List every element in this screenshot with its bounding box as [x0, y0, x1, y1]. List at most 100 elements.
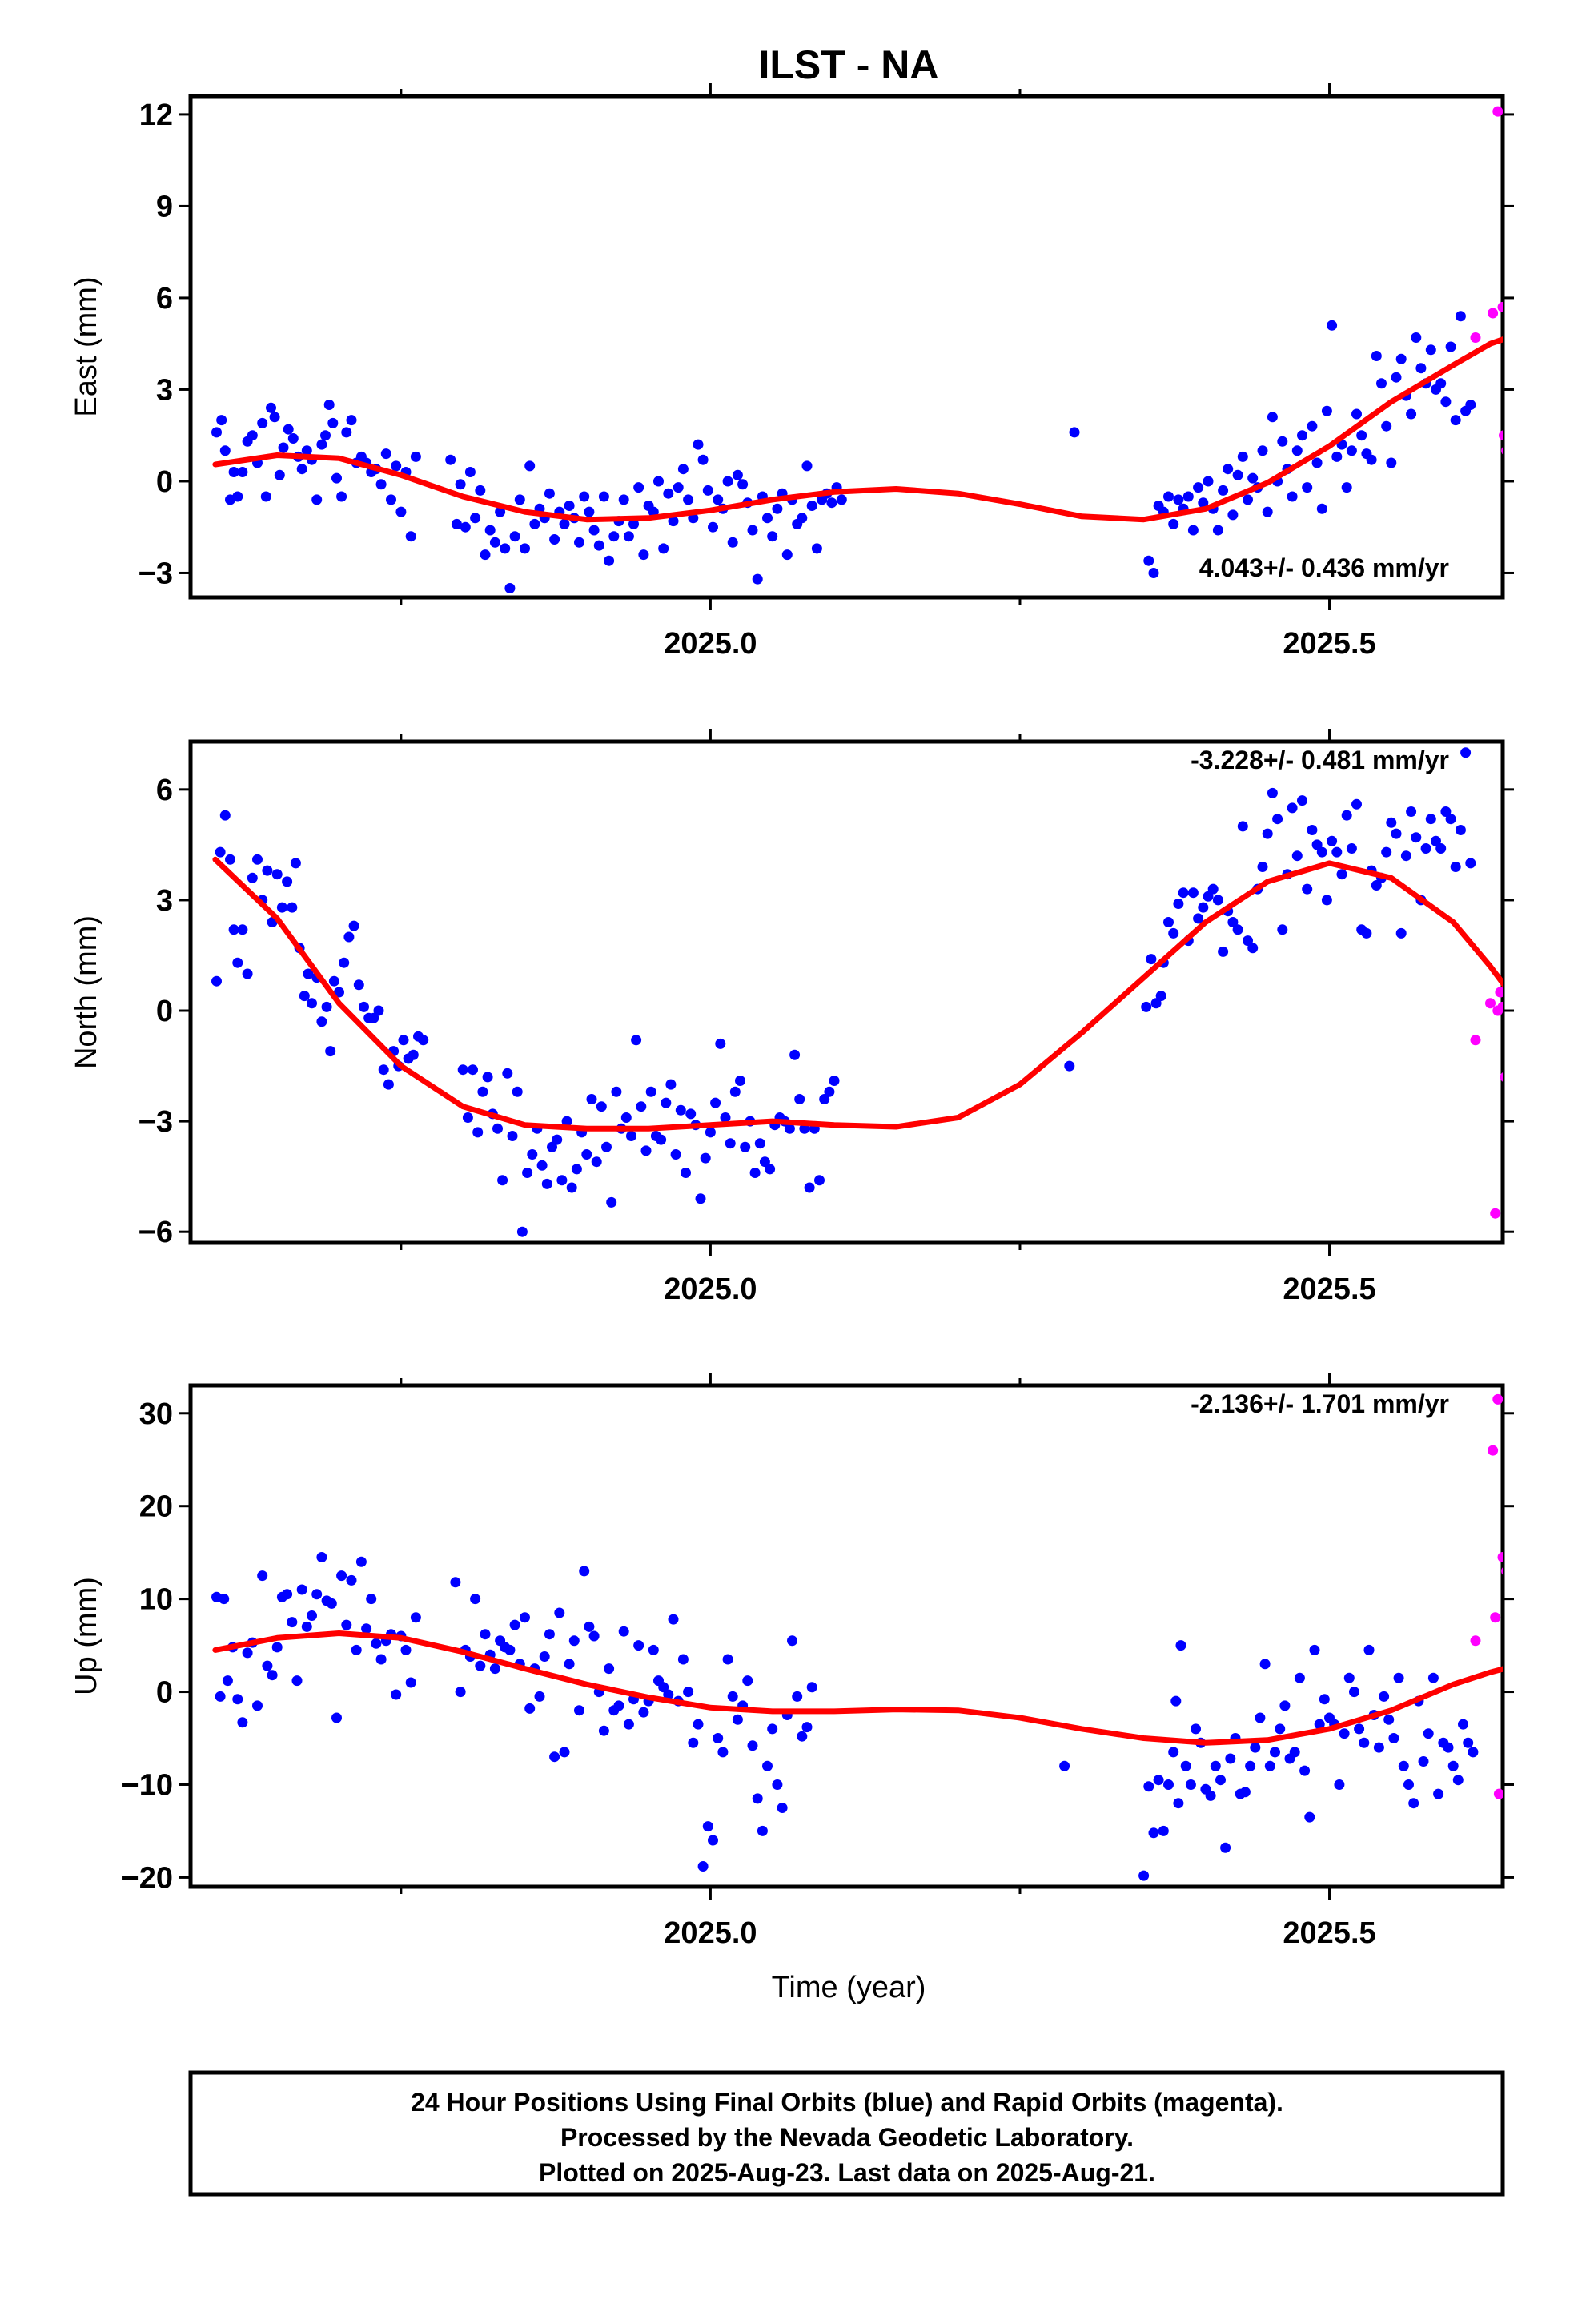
final-orbit-point — [267, 1670, 278, 1681]
final-orbit-point — [257, 1570, 268, 1582]
y-tick-label: −20 — [122, 1861, 173, 1895]
final-orbit-point — [1460, 747, 1472, 758]
final-orbit-point — [536, 1160, 548, 1171]
data-layer — [211, 1393, 1503, 1881]
final-orbit-point — [584, 1621, 595, 1632]
final-orbit-point — [581, 1149, 592, 1160]
final-orbit-point — [316, 1552, 327, 1562]
final-orbit-point — [1069, 427, 1080, 438]
final-orbit-point — [445, 454, 456, 465]
final-orbit-point — [638, 1707, 649, 1718]
final-orbit-point — [477, 1086, 488, 1097]
final-orbit-point — [336, 491, 347, 502]
final-orbit-point — [633, 1640, 644, 1651]
final-orbit-point — [383, 1079, 394, 1090]
final-orbit-point — [1302, 883, 1313, 895]
final-orbit-point — [237, 467, 248, 477]
final-orbit-point — [1423, 1728, 1434, 1739]
final-orbit-point — [1327, 320, 1338, 331]
final-orbit-point — [1418, 1756, 1429, 1767]
final-orbit-point — [547, 1141, 557, 1152]
final-orbit-point — [549, 1751, 560, 1763]
final-orbit-point — [232, 957, 243, 968]
final-orbit-point — [215, 1691, 226, 1702]
rapid-orbit-point — [1501, 447, 1503, 455]
final-orbit-point — [1205, 1790, 1216, 1801]
final-orbit-point — [228, 924, 239, 935]
y-tick-label: 3 — [156, 884, 173, 918]
final-orbit-point — [1386, 457, 1397, 468]
rapid-orbit-point — [1470, 1635, 1481, 1647]
final-orbit-point — [1064, 1060, 1075, 1072]
final-orbit-point — [1351, 798, 1362, 810]
x-tick-label: 2025.0 — [664, 1916, 757, 1950]
y-tick-label: −6 — [139, 1216, 173, 1249]
final-orbit-point — [346, 1574, 357, 1586]
final-orbit-point — [1433, 1788, 1444, 1799]
rapid-orbit-point — [1497, 1552, 1503, 1562]
final-orbit-point — [232, 1694, 243, 1705]
final-orbit-point — [685, 1108, 697, 1120]
final-orbit-point — [216, 415, 227, 426]
final-orbit-point — [331, 472, 342, 484]
footer-line-2: Processed by the Nevada Geodetic Laborat… — [560, 2123, 1134, 2152]
final-orbit-point — [713, 1733, 724, 1743]
final-orbit-point — [740, 1141, 751, 1152]
final-orbit-point — [762, 1760, 773, 1771]
final-orbit-point — [472, 1127, 484, 1138]
final-orbit-point — [1155, 991, 1166, 1002]
final-orbit-point — [296, 464, 307, 475]
final-orbit-point — [283, 424, 294, 435]
final-orbit-point — [814, 1175, 825, 1186]
final-orbit-point — [1173, 1798, 1184, 1809]
final-orbit-point — [1143, 555, 1154, 566]
final-orbit-point — [489, 1663, 500, 1675]
final-orbit-point — [274, 469, 285, 480]
final-orbit-point — [400, 1644, 412, 1655]
final-orbit-point — [291, 1675, 303, 1687]
rapid-orbit-point — [1492, 1393, 1503, 1405]
final-orbit-point — [1393, 1672, 1404, 1683]
final-orbit-point — [561, 1116, 572, 1127]
final-orbit-point — [1455, 311, 1466, 322]
x-tick-label: 2025.5 — [1283, 1273, 1375, 1306]
final-orbit-point — [747, 525, 758, 536]
final-orbit-point — [1173, 494, 1184, 505]
final-orbit-point — [673, 482, 684, 493]
final-orbit-point — [529, 518, 540, 529]
final-orbit-point — [290, 858, 301, 869]
final-orbit-point — [1203, 891, 1214, 902]
final-orbit-point — [559, 518, 570, 529]
rate-annotation: -3.228+/- 0.481 mm/yr — [1191, 746, 1449, 774]
final-orbit-point — [219, 1594, 230, 1605]
final-orbit-point — [1450, 415, 1461, 426]
final-orbit-point — [1445, 814, 1456, 825]
final-orbit-point — [806, 1682, 817, 1693]
final-orbit-point — [618, 494, 629, 505]
final-orbit-point — [695, 1193, 706, 1204]
final-orbit-point — [1395, 353, 1407, 364]
rate-annotation: -2.136+/- 1.701 mm/yr — [1191, 1389, 1449, 1418]
final-orbit-point — [386, 494, 396, 505]
final-orbit-point — [1400, 850, 1411, 862]
final-orbit-point — [1232, 924, 1243, 935]
final-orbit-point — [1191, 1723, 1201, 1735]
final-orbit-point — [520, 1612, 530, 1623]
final-orbit-point — [1440, 806, 1452, 817]
final-orbit-point — [765, 1164, 776, 1175]
final-orbit-point — [752, 1793, 763, 1804]
final-orbit-point — [717, 1747, 729, 1758]
final-orbit-point — [534, 1691, 545, 1702]
final-orbit-point — [522, 1168, 533, 1178]
final-orbit-point — [737, 479, 749, 490]
final-orbit-point — [1302, 482, 1313, 493]
final-orbit-point — [497, 1175, 508, 1186]
final-orbit-point — [527, 1149, 538, 1160]
final-orbit-point — [1425, 814, 1436, 825]
final-orbit-point — [287, 1617, 298, 1628]
final-orbit-point — [727, 1691, 738, 1702]
final-orbit-point — [1341, 482, 1352, 493]
final-orbit-point — [320, 430, 331, 441]
final-orbit-point — [1415, 363, 1427, 374]
final-orbit-point — [722, 1654, 733, 1665]
